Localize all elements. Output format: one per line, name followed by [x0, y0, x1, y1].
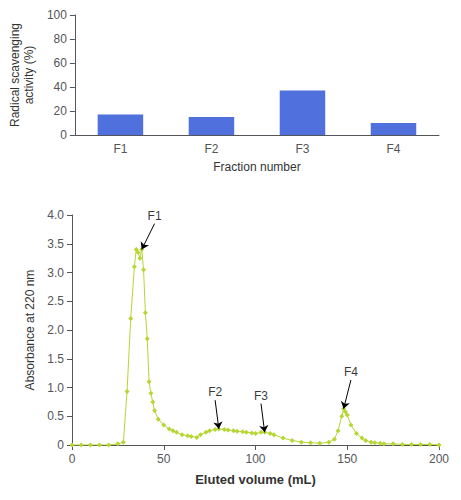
svg-text:80: 80 [54, 32, 68, 46]
svg-text:Radical scavenging: Radical scavenging [8, 23, 22, 127]
svg-text:1.5: 1.5 [47, 352, 64, 366]
svg-text:F3: F3 [295, 142, 309, 156]
svg-text:40: 40 [54, 80, 68, 94]
svg-text:100: 100 [47, 8, 67, 22]
svg-text:2.5: 2.5 [47, 294, 64, 308]
svg-text:0: 0 [57, 438, 64, 452]
svg-text:60: 60 [54, 56, 68, 70]
svg-text:100: 100 [245, 452, 265, 466]
svg-text:F2: F2 [204, 142, 218, 156]
svg-text:Absorbance at 220 nm: Absorbance at 220 nm [23, 270, 37, 391]
svg-text:3.0: 3.0 [47, 266, 64, 280]
svg-text:0.5: 0.5 [47, 409, 64, 423]
svg-text:Fraction number: Fraction number [213, 160, 300, 174]
svg-text:F4: F4 [344, 365, 358, 379]
svg-text:activity (%): activity (%) [22, 46, 36, 105]
svg-text:F1: F1 [113, 142, 127, 156]
svg-text:2.0: 2.0 [47, 323, 64, 337]
svg-text:200: 200 [429, 452, 449, 466]
svg-text:F3: F3 [254, 389, 268, 403]
svg-text:F1: F1 [148, 209, 162, 223]
svg-text:F2: F2 [208, 385, 222, 399]
svg-text:50: 50 [157, 452, 171, 466]
svg-text:3.5: 3.5 [47, 237, 64, 251]
svg-text:0: 0 [69, 452, 76, 466]
svg-text:1.0: 1.0 [47, 381, 64, 395]
svg-text:0: 0 [60, 128, 67, 142]
svg-text:F4: F4 [386, 142, 400, 156]
svg-text:20: 20 [54, 104, 68, 118]
svg-text:150: 150 [337, 452, 357, 466]
svg-text:Eluted volume (mL): Eluted volume (mL) [195, 472, 316, 487]
svg-text:4.0: 4.0 [47, 208, 64, 222]
